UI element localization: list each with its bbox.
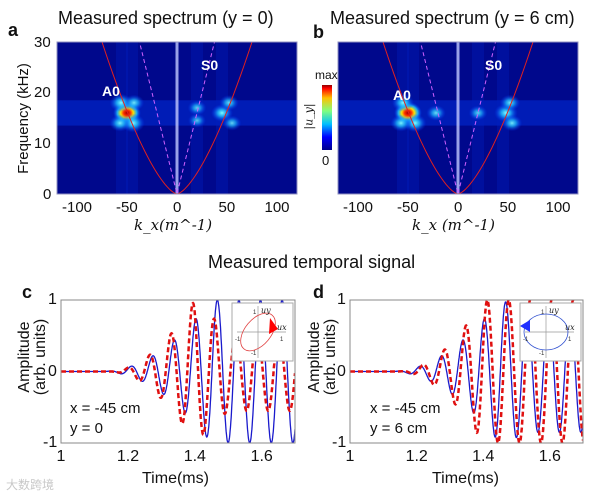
y-tick: 0 <box>48 362 57 380</box>
mode-label-a0: A0 <box>102 83 120 99</box>
y-tick: -1 <box>43 434 58 451</box>
y-tick: 0 <box>337 362 346 380</box>
y-tick: 10 <box>34 134 51 152</box>
inset-ux-label: ux <box>277 323 287 332</box>
polarization-arrow-icon <box>269 318 278 334</box>
x-tick: 1.4 <box>472 448 495 465</box>
inset-tick: 1 <box>568 337 572 343</box>
watermark: 大数跨境 <box>6 478 55 492</box>
panel-b-title: Measured spectrum (y = 6 cm) <box>330 8 575 28</box>
heatmap-peak <box>123 94 145 111</box>
heatmap-peak <box>426 105 446 121</box>
plot-frame <box>56 41 298 195</box>
x-tick: -100 <box>62 198 93 216</box>
heatmap-a <box>57 42 297 194</box>
heatmap-peak <box>390 114 412 132</box>
x-tick: -50 <box>397 198 419 216</box>
colorbar-max: max <box>315 68 338 82</box>
x-tick: 50 <box>218 198 236 216</box>
inset-uy-label: uy <box>261 306 271 315</box>
panel-label-c: c <box>22 282 33 302</box>
colorbar-min: 0 <box>322 153 330 168</box>
plot-frame <box>337 41 579 195</box>
x-tick: 1.4 <box>183 448 206 465</box>
x-tick: 1 <box>56 448 66 465</box>
heatmap-peak <box>501 114 523 132</box>
panel-a-title: Measured spectrum (y = 0) <box>58 8 274 28</box>
note-x-d: x = -45 cm <box>370 400 441 417</box>
x-tick: -100 <box>343 198 374 216</box>
heatmap-b <box>338 42 578 194</box>
colorbar <box>322 85 332 150</box>
heatmap-peak <box>499 94 521 111</box>
x-tick: 1.2 <box>116 448 140 465</box>
inset-tick: -1 <box>235 337 241 343</box>
plot-frame <box>60 299 296 444</box>
inset-tick: -1 <box>539 351 545 357</box>
x-tick: 100 <box>545 198 571 216</box>
note-y-c: y = 0 <box>70 420 103 437</box>
heatmap-peak <box>187 100 207 116</box>
y-tick: -1 <box>332 434 347 451</box>
heatmap-peak <box>392 94 414 112</box>
inset-tick: 1 <box>253 310 257 316</box>
x-tick: 1.6 <box>250 448 273 465</box>
x-axis-label-b: k_x (m^-1) <box>412 216 495 234</box>
heatmap-peak <box>222 115 242 131</box>
x-tick: 1.6 <box>538 448 561 465</box>
inset-uy-label: uy <box>549 306 559 315</box>
x-tick: 50 <box>499 198 517 216</box>
x-tick: 0 <box>454 198 463 216</box>
note-y-d: y = 6 cm <box>370 420 428 437</box>
plot-frame <box>349 299 584 444</box>
inset-ux-label: ux <box>565 323 575 332</box>
colorbar-label: |u_y| <box>302 103 316 130</box>
heatmap-peak <box>219 94 239 111</box>
panel-label-a: a <box>8 20 19 40</box>
x-tick: 1 <box>345 448 355 465</box>
y-tick: 0 <box>43 185 52 203</box>
mode-label-s0-b: S0 <box>485 57 503 73</box>
section-title: Measured temporal signal <box>208 252 416 272</box>
polarization-ellipse <box>240 312 276 352</box>
y-axis-label-d-2: (arb. units) <box>322 318 339 396</box>
panel-label-d: d <box>313 282 324 302</box>
y-tick: 1 <box>48 291 57 308</box>
y-axis-label-a: Frequency (kHz) <box>14 63 32 174</box>
inset-tick: 1 <box>280 337 284 343</box>
panel-label-b: b <box>313 22 324 42</box>
y-tick: 1 <box>337 291 346 308</box>
x-tick: -50 <box>116 198 138 216</box>
note-x-c: x = -45 cm <box>70 400 141 417</box>
x-tick: 100 <box>264 198 290 216</box>
polarization-arrow-icon <box>520 320 530 332</box>
polarization-ellipse <box>523 313 569 351</box>
heatmap-peak <box>188 113 206 128</box>
heatmap-peak <box>468 105 488 121</box>
mode-label-s0: S0 <box>201 57 219 73</box>
x-axis-label-d: Time(ms) <box>432 470 499 487</box>
heatmap-peak <box>109 114 131 132</box>
mode-label-a0-b: A0 <box>393 87 411 103</box>
x-axis-label-c: Time(ms) <box>142 470 209 487</box>
x-tick: 1.2 <box>405 448 428 465</box>
x-axis-label-a: k_x(m^-1) <box>134 216 213 234</box>
x-tick: 0 <box>173 198 182 216</box>
signal-u_y <box>350 300 583 443</box>
y-tick: 30 <box>34 33 51 51</box>
inset-tick: 1 <box>541 310 545 316</box>
y-axis-label-c-2: (arb. units) <box>32 318 49 396</box>
inset-tick: -1 <box>523 337 529 343</box>
inset-tick: -1 <box>251 351 257 357</box>
y-tick: 20 <box>34 84 51 102</box>
